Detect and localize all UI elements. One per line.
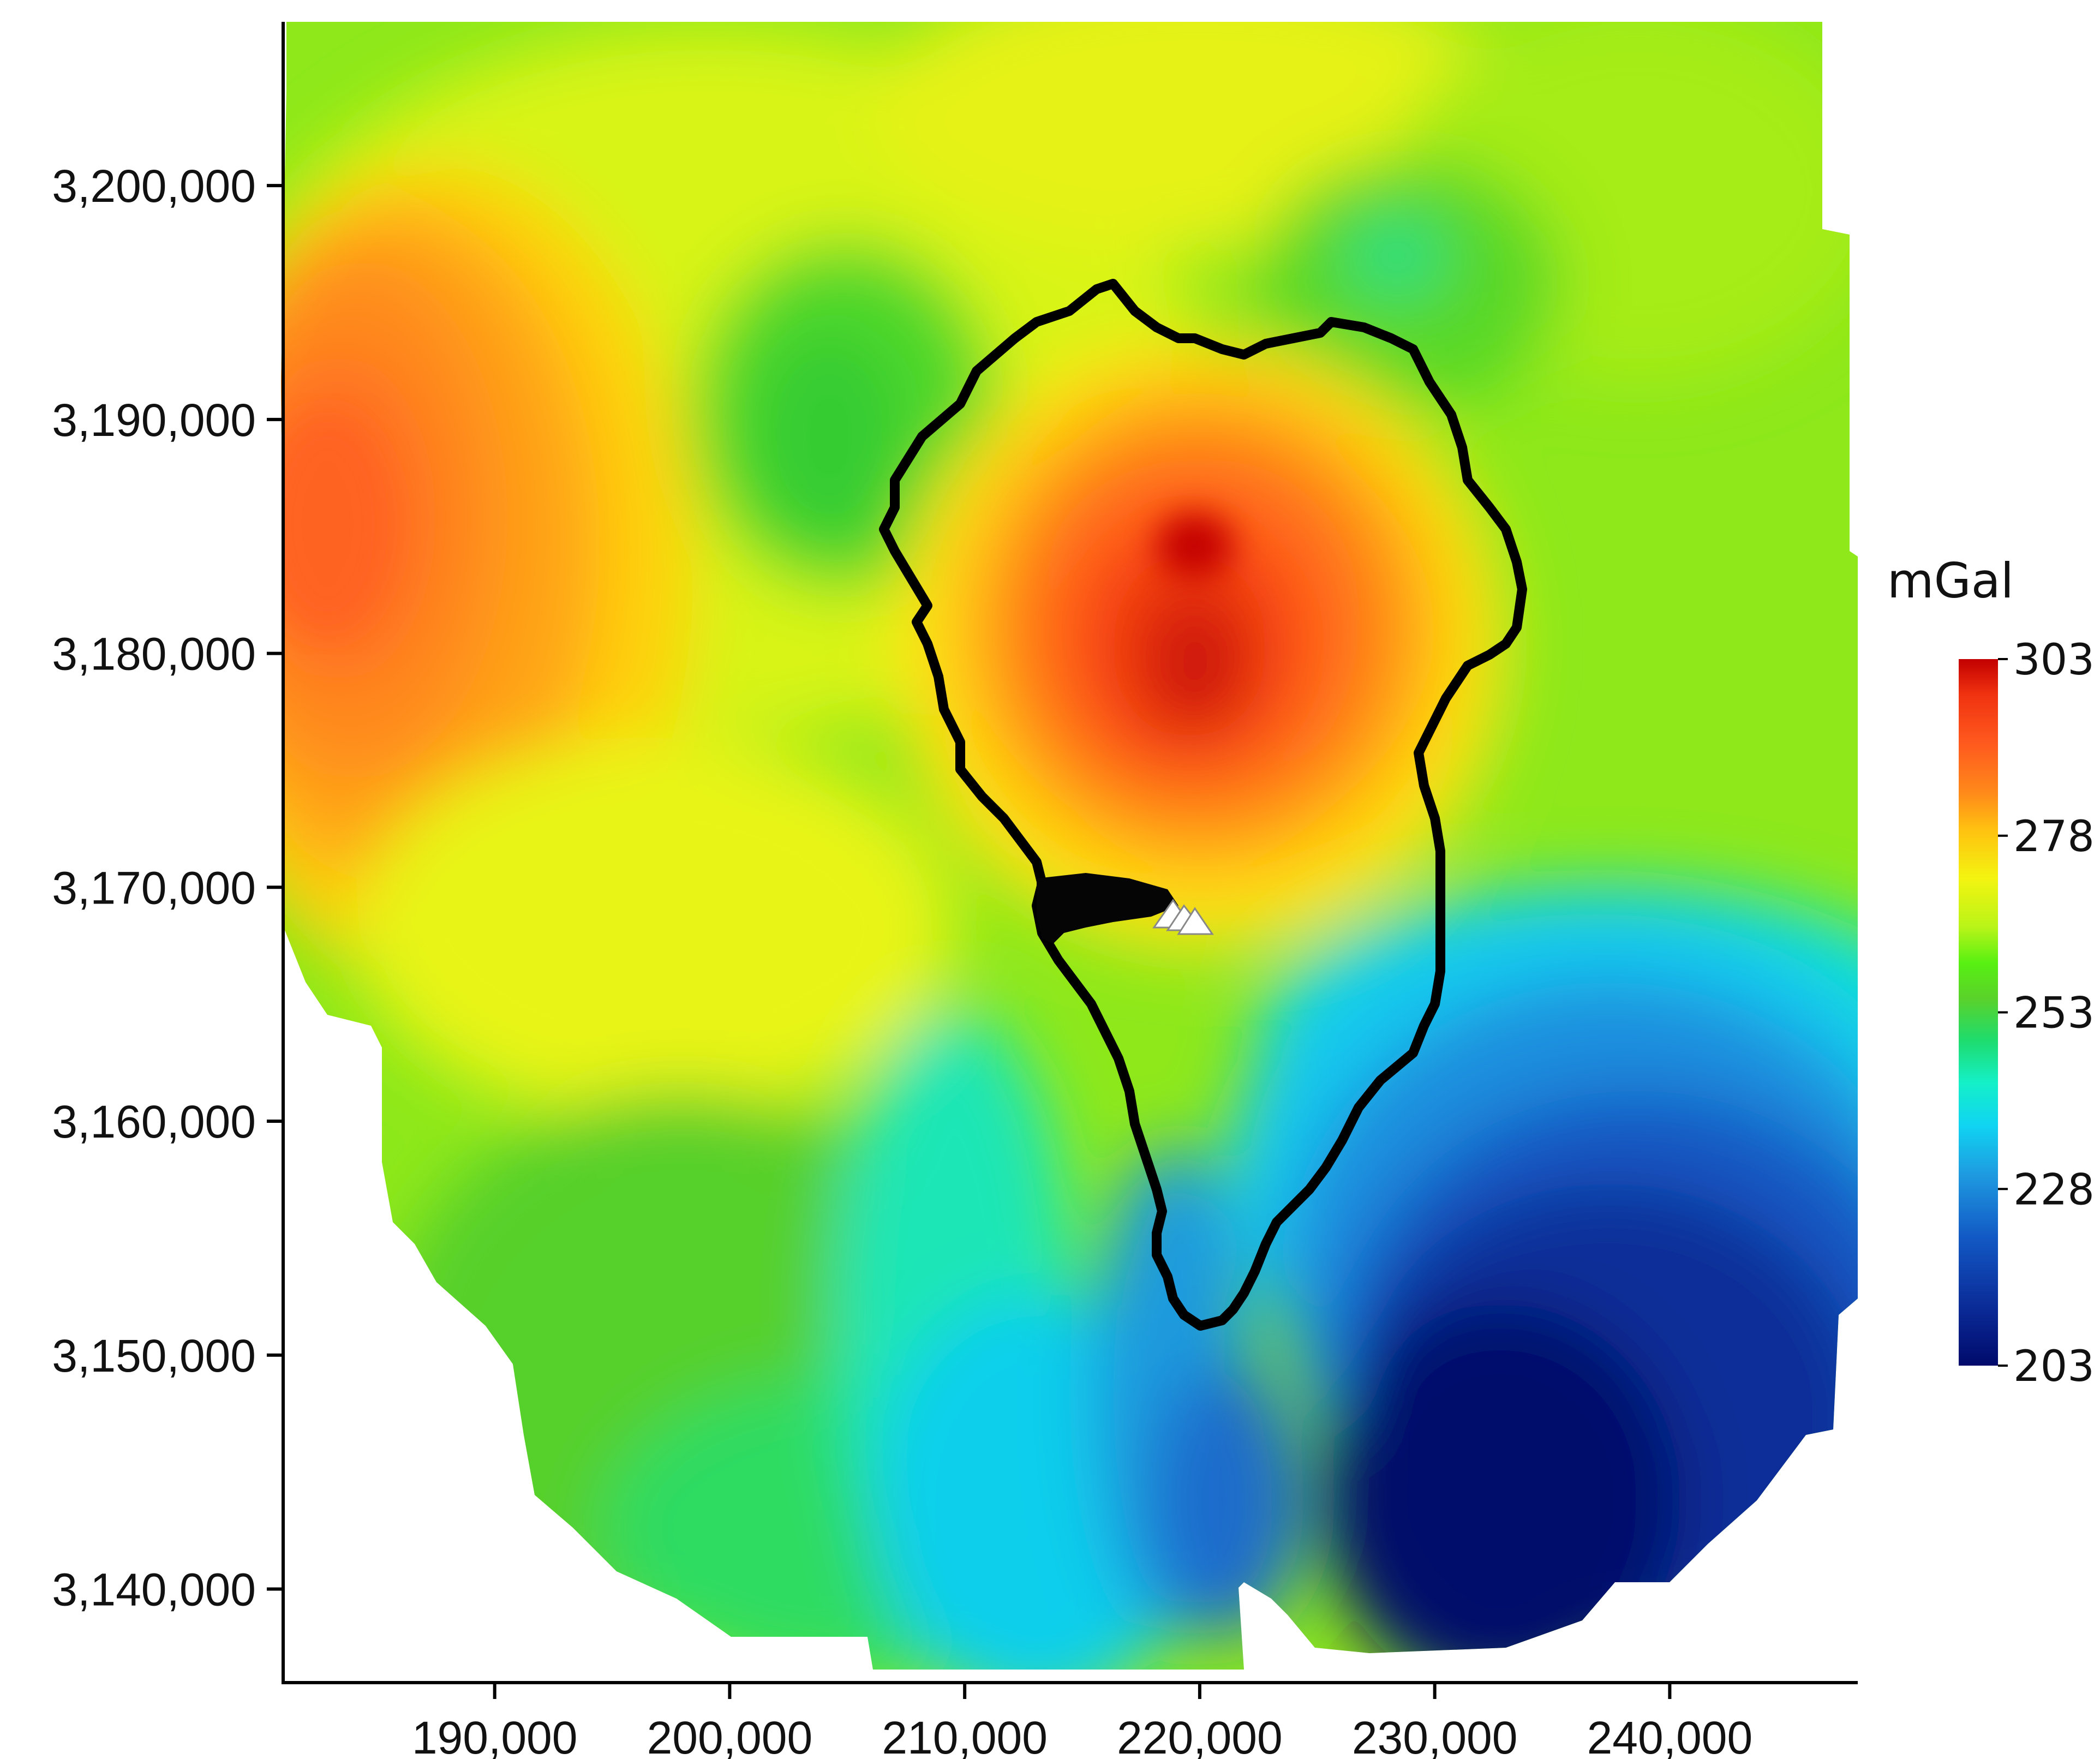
y-tick-label: 3,200,000	[52, 160, 256, 212]
colorbar-labels: 303 278 253 228 203	[1998, 636, 2095, 1391]
gravity-field	[281, 22, 1858, 1670]
x-tick-label: 240,000	[1587, 1712, 1753, 1759]
colorbar-unit-label: mGal	[1887, 553, 2014, 609]
y-tick-label: 3,190,000	[52, 394, 256, 446]
lava-flow-patch	[1037, 873, 1178, 944]
y-tick-label: 3,180,000	[52, 629, 256, 680]
x-tick-label: 200,000	[647, 1712, 813, 1759]
y-tick-label: 3,140,000	[52, 1564, 256, 1616]
y-axis-ticks: 3,200,000 3,190,000 3,180,000 3,170,000 3,16…	[52, 160, 283, 1616]
colorbar-label: 203	[2013, 1342, 2095, 1391]
map-axes	[282, 22, 1858, 1684]
colorbar-label: 303	[2013, 636, 2095, 685]
x-tick-label: 210,000	[882, 1712, 1048, 1759]
triangle-icon	[1177, 907, 1214, 935]
colorbar-label: 253	[2013, 989, 2095, 1038]
x-tick-label: 190,000	[412, 1712, 578, 1759]
vent-triangle-icons	[1152, 899, 1214, 935]
colorbar	[1959, 659, 1998, 1366]
y-tick-label: 3,160,000	[52, 1096, 256, 1147]
x-tick-label: 220,000	[1117, 1712, 1283, 1759]
y-tick-label: 3,150,000	[52, 1330, 256, 1381]
y-tick-label: 3,170,000	[52, 862, 256, 913]
x-tick-label: 230,000	[1352, 1712, 1518, 1759]
colorbar-label: 278	[2013, 812, 2095, 861]
island-coastline	[879, 279, 1527, 1331]
colorbar-label: 228	[2013, 1165, 2095, 1214]
x-axis-ticks: 190,000 200,000 210,000 220,000 230,000 240,0…	[412, 1683, 1752, 1759]
